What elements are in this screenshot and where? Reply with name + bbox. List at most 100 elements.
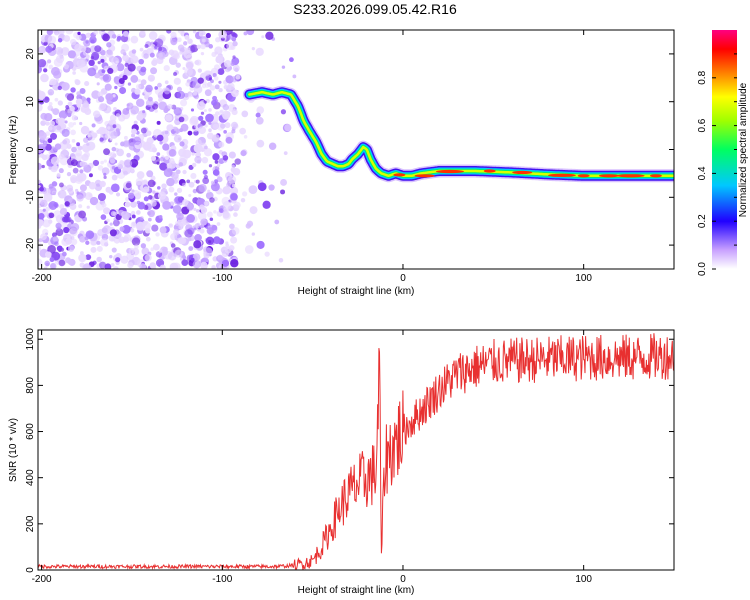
noise-speck [67, 259, 74, 265]
noise-speck [188, 246, 194, 251]
trace-hotspot [483, 169, 496, 173]
noise-speck [178, 162, 184, 167]
noise-speck [143, 179, 148, 183]
noise-speck [83, 137, 89, 143]
noise-speck [66, 172, 72, 177]
noise-speck [231, 183, 236, 188]
noise-speck [89, 36, 97, 44]
noise-speck [251, 232, 256, 236]
noise-speck [167, 251, 177, 261]
noise-speck [178, 51, 183, 55]
noise-speck [54, 143, 62, 150]
noise-speck [43, 266, 48, 269]
noise-speck [228, 151, 236, 159]
noise-speck [127, 261, 134, 269]
noise-speck [185, 54, 193, 61]
noise-speck [223, 60, 232, 68]
noise-speck [79, 63, 89, 73]
noise-speck [190, 172, 197, 180]
noise-speck [67, 223, 72, 229]
noise-speck [226, 41, 235, 51]
noise-speck [41, 164, 45, 169]
noise-speck [56, 245, 63, 252]
noise-speck [173, 107, 182, 116]
noise-speck [192, 260, 201, 269]
noise-speck [218, 158, 225, 165]
noise-speck [140, 127, 147, 134]
noise-speck [218, 141, 225, 148]
noise-speck [100, 135, 104, 139]
noise-speck [232, 41, 238, 47]
noise-speck [192, 30, 197, 34]
noise-speck [75, 98, 83, 106]
noise-speck [240, 150, 247, 157]
noise-speck [120, 255, 129, 264]
noise-speck [115, 192, 121, 197]
noise-speck [231, 36, 237, 42]
noise-speck [48, 126, 53, 131]
noise-speck [137, 191, 142, 196]
noise-speck [130, 201, 137, 208]
snr-frame [37, 329, 675, 571]
noise-speck [49, 257, 55, 263]
noise-speck [248, 185, 258, 195]
noise-speck [162, 143, 170, 151]
noise-speck [122, 140, 130, 148]
noise-speck [111, 146, 117, 152]
noise-speck [205, 32, 211, 39]
noise-speck [57, 38, 63, 43]
y-tick-label: 0 [25, 567, 36, 573]
noise-speck [141, 50, 150, 60]
noise-speck [55, 46, 64, 55]
noise-speck [145, 228, 151, 234]
noise-speck [198, 126, 207, 135]
noise-speck [233, 201, 241, 209]
noise-speck [246, 30, 255, 36]
noise-speck [47, 244, 56, 254]
noise-speck [96, 256, 102, 263]
noise-speck [135, 177, 144, 186]
noise-speck [213, 64, 220, 71]
noise-speck [187, 237, 192, 242]
noise-speck [48, 201, 58, 210]
noise-speck [70, 87, 76, 93]
noise-speck [280, 178, 288, 186]
noise-speck [198, 30, 204, 34]
noise-speck [246, 220, 254, 227]
noise-speck [278, 257, 284, 263]
noise-speck [212, 236, 221, 245]
noise-speck [190, 108, 195, 112]
noise-speck [184, 93, 189, 98]
noise-speck [212, 169, 220, 176]
noise-speck [114, 142, 118, 146]
noise-speck [104, 132, 111, 139]
noise-speck [38, 65, 43, 74]
noise-speck [216, 176, 223, 183]
noise-speck [65, 238, 72, 245]
noise-speck [115, 257, 121, 263]
noise-speck [127, 82, 132, 86]
noise-speck [46, 30, 53, 36]
noise-speck [52, 108, 60, 116]
noise-speck [193, 207, 197, 211]
noise-speck [100, 58, 105, 63]
noise-speck [42, 208, 46, 212]
noise-speck [106, 218, 110, 223]
noise-speck [105, 93, 114, 101]
trace-hotspot [577, 174, 590, 178]
trace-hotspot [393, 173, 406, 177]
noise-speck [102, 33, 110, 42]
noise-speck [280, 109, 287, 115]
noise-speck [110, 131, 118, 139]
noise-speck [149, 262, 156, 269]
noise-speck [123, 159, 133, 168]
noise-speck [176, 37, 182, 43]
noise-speck [173, 72, 178, 76]
noise-speck [116, 63, 125, 72]
noise-speck [200, 111, 205, 115]
noise-speck [72, 167, 79, 174]
noise-speck [44, 260, 51, 267]
noise-speck [156, 134, 164, 142]
noise-speck [60, 47, 70, 56]
